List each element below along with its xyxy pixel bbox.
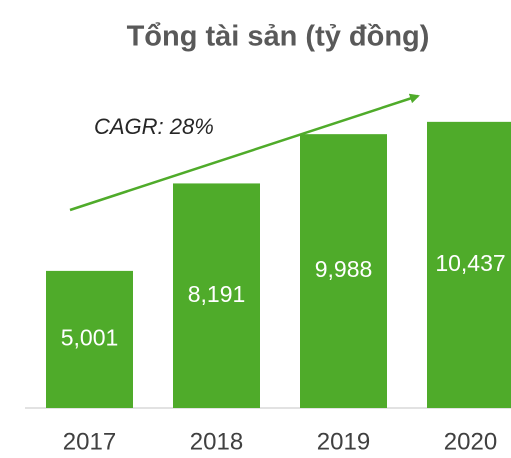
chart-title: Tổng tài sản (tỷ đồng) [127, 21, 430, 53]
cagr-arrow [69, 93, 420, 212]
bar [427, 121, 511, 409]
annotation: CAGR: 28% [94, 114, 214, 139]
x-tick-label: 2018 [190, 428, 243, 455]
data-label: 10,437 [435, 250, 505, 276]
bar [300, 134, 387, 408]
x-tick-label: 2019 [317, 428, 370, 455]
bar [173, 183, 260, 408]
data-label: 5,001 [61, 325, 119, 351]
x-tick-label: 2020 [444, 428, 497, 455]
data-label: 8,191 [188, 281, 246, 307]
bar [46, 270, 133, 408]
x-tick-label: 2017 [63, 428, 116, 455]
data-label: 9,988 [315, 256, 373, 282]
